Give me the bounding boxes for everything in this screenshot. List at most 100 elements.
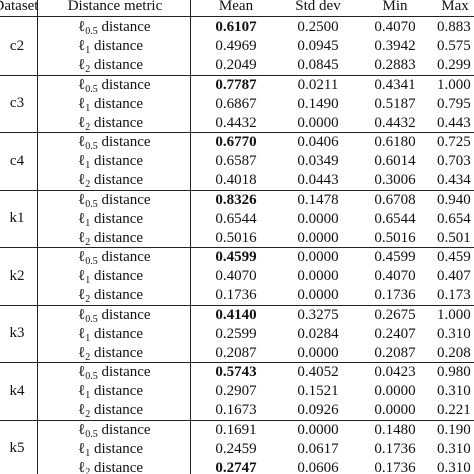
value-cell: 0.1736 bbox=[355, 286, 435, 304]
metric-cell: ℓ0.5 distance bbox=[78, 18, 151, 37]
value-cell: 0.2459 bbox=[196, 440, 276, 458]
value-text: 0.1736 bbox=[374, 440, 416, 457]
value-text: 0.1691 bbox=[215, 421, 257, 438]
metric-symbol: ℓ bbox=[78, 306, 86, 323]
value-text: 0.1478 bbox=[297, 191, 339, 208]
value-cell: 0.4599 bbox=[196, 248, 276, 266]
value-cell: 0.5187 bbox=[355, 95, 435, 113]
column-rule bbox=[190, 0, 191, 474]
value-text: 0.0000 bbox=[297, 344, 339, 361]
value-cell: 1.000 bbox=[437, 306, 471, 324]
value-text: 0.299 bbox=[437, 57, 471, 73]
value-cell: 0.1736 bbox=[355, 440, 435, 458]
value-text: 0.3942 bbox=[374, 38, 416, 54]
value-text: 0.0406 bbox=[297, 134, 339, 150]
header-cell: Mean bbox=[186, 0, 286, 15]
value-text: 0.0000 bbox=[374, 383, 416, 399]
value-cell: 0.1521 bbox=[278, 382, 358, 400]
value-cell: 0.3006 bbox=[355, 171, 435, 189]
value-cell: 0.0000 bbox=[278, 210, 358, 228]
metric-cell: ℓ2 distance bbox=[78, 286, 143, 305]
dataset-name: k4 bbox=[9, 382, 25, 399]
value-text: 0.3006 bbox=[374, 172, 416, 188]
value-cell: 0.0000 bbox=[278, 229, 358, 247]
value-cell: 0.4018 bbox=[196, 171, 276, 189]
metric-subscript: 1 bbox=[85, 217, 91, 229]
value-cell: 0.6014 bbox=[355, 152, 435, 170]
metric-subscript: 1 bbox=[85, 102, 91, 114]
value-text: 0.4341 bbox=[374, 76, 416, 93]
value-cell: 0.883 bbox=[437, 18, 471, 36]
value-text: 0.310 bbox=[437, 459, 471, 474]
dataset-cell: k1 bbox=[0, 209, 38, 227]
value-cell: 0.1480 bbox=[355, 421, 435, 439]
metric-text: distance bbox=[93, 153, 144, 169]
value-text: 0.703 bbox=[437, 153, 471, 169]
metric-cell: ℓ0.5 distance bbox=[78, 306, 151, 325]
value-text: 0.6544 bbox=[374, 210, 416, 227]
metric-text: distance bbox=[93, 210, 144, 227]
value-cell: 0.0926 bbox=[278, 401, 358, 419]
metric-cell: ℓ0.5 distance bbox=[78, 133, 151, 152]
group-rule bbox=[0, 304, 474, 306]
value-cell: 0.980 bbox=[437, 363, 471, 381]
value-text: 1.000 bbox=[437, 306, 471, 323]
dataset-cell: k3 bbox=[0, 324, 38, 342]
value-cell: 0.8326 bbox=[196, 191, 276, 209]
value-cell: 0.6544 bbox=[196, 210, 276, 228]
value-text: 0.2500 bbox=[297, 19, 339, 35]
value-text: 0.407 bbox=[437, 268, 471, 284]
value-cell: 0.1736 bbox=[196, 286, 276, 304]
value-cell: 0.4140 bbox=[196, 306, 276, 324]
metric-symbol: ℓ bbox=[78, 210, 86, 227]
value-text: 0.221 bbox=[437, 402, 471, 418]
metric-symbol: ℓ bbox=[78, 383, 86, 399]
value-text: 0.6708 bbox=[374, 191, 416, 208]
value-text: 0.6014 bbox=[374, 153, 416, 169]
value-cell: 0.1478 bbox=[278, 191, 358, 209]
value-text: 0.5016 bbox=[215, 229, 257, 246]
dataset-name: k3 bbox=[9, 325, 25, 342]
metric-text: distance bbox=[101, 421, 151, 438]
value-cell: 0.5743 bbox=[196, 363, 276, 381]
value-cell: 0.434 bbox=[437, 171, 471, 189]
metric-subscript: 0.5 bbox=[85, 141, 98, 152]
value-text: 0.2599 bbox=[215, 325, 257, 342]
value-cell: 0.2883 bbox=[355, 56, 435, 74]
metric-text: distance bbox=[93, 459, 144, 474]
value-cell: 0.4070 bbox=[355, 18, 435, 36]
metric-cell: ℓ2 distance bbox=[78, 344, 143, 363]
value-cell: 0.0000 bbox=[278, 421, 358, 439]
value-cell: 0.0000 bbox=[278, 344, 358, 362]
metric-cell: ℓ1 distance bbox=[78, 210, 144, 229]
metric-subscript: 1 bbox=[85, 447, 91, 459]
dataset-name: k2 bbox=[9, 267, 25, 284]
metric-cell: ℓ0.5 distance bbox=[78, 191, 151, 210]
metric-subscript: 2 bbox=[85, 466, 91, 474]
value-text: 0.0926 bbox=[297, 402, 339, 418]
value-text: 0.6867 bbox=[215, 95, 257, 112]
value-text: 0.0000 bbox=[374, 402, 416, 418]
metric-symbol: ℓ bbox=[78, 249, 86, 265]
metric-text: distance bbox=[101, 191, 151, 208]
metric-text: distance bbox=[93, 114, 144, 131]
value-text: 0.4070 bbox=[374, 19, 416, 35]
dataset-cell: k5 bbox=[0, 439, 38, 457]
metric-cell: ℓ1 distance bbox=[78, 267, 143, 286]
dataset-cell: c2 bbox=[0, 37, 38, 55]
value-cell: 0.1736 bbox=[355, 459, 435, 474]
value-cell: 0.795 bbox=[437, 95, 471, 113]
value-cell: 0.0845 bbox=[278, 56, 358, 74]
dataset-name: k1 bbox=[9, 210, 25, 227]
metric-subscript: 0.5 bbox=[85, 428, 98, 440]
metric-subscript: 2 bbox=[85, 409, 91, 420]
header-cell: Min bbox=[345, 0, 445, 15]
value-cell: 0.940 bbox=[437, 191, 471, 209]
metric-subscript: 0.5 bbox=[85, 371, 98, 382]
metric-subscript: 1 bbox=[85, 275, 91, 286]
value-text: 0.0000 bbox=[297, 229, 339, 246]
value-text: 0.2087 bbox=[374, 344, 416, 361]
metric-subscript: 0.5 bbox=[85, 198, 98, 210]
metric-subscript: 2 bbox=[85, 179, 91, 190]
metric-text: distance bbox=[93, 229, 144, 246]
